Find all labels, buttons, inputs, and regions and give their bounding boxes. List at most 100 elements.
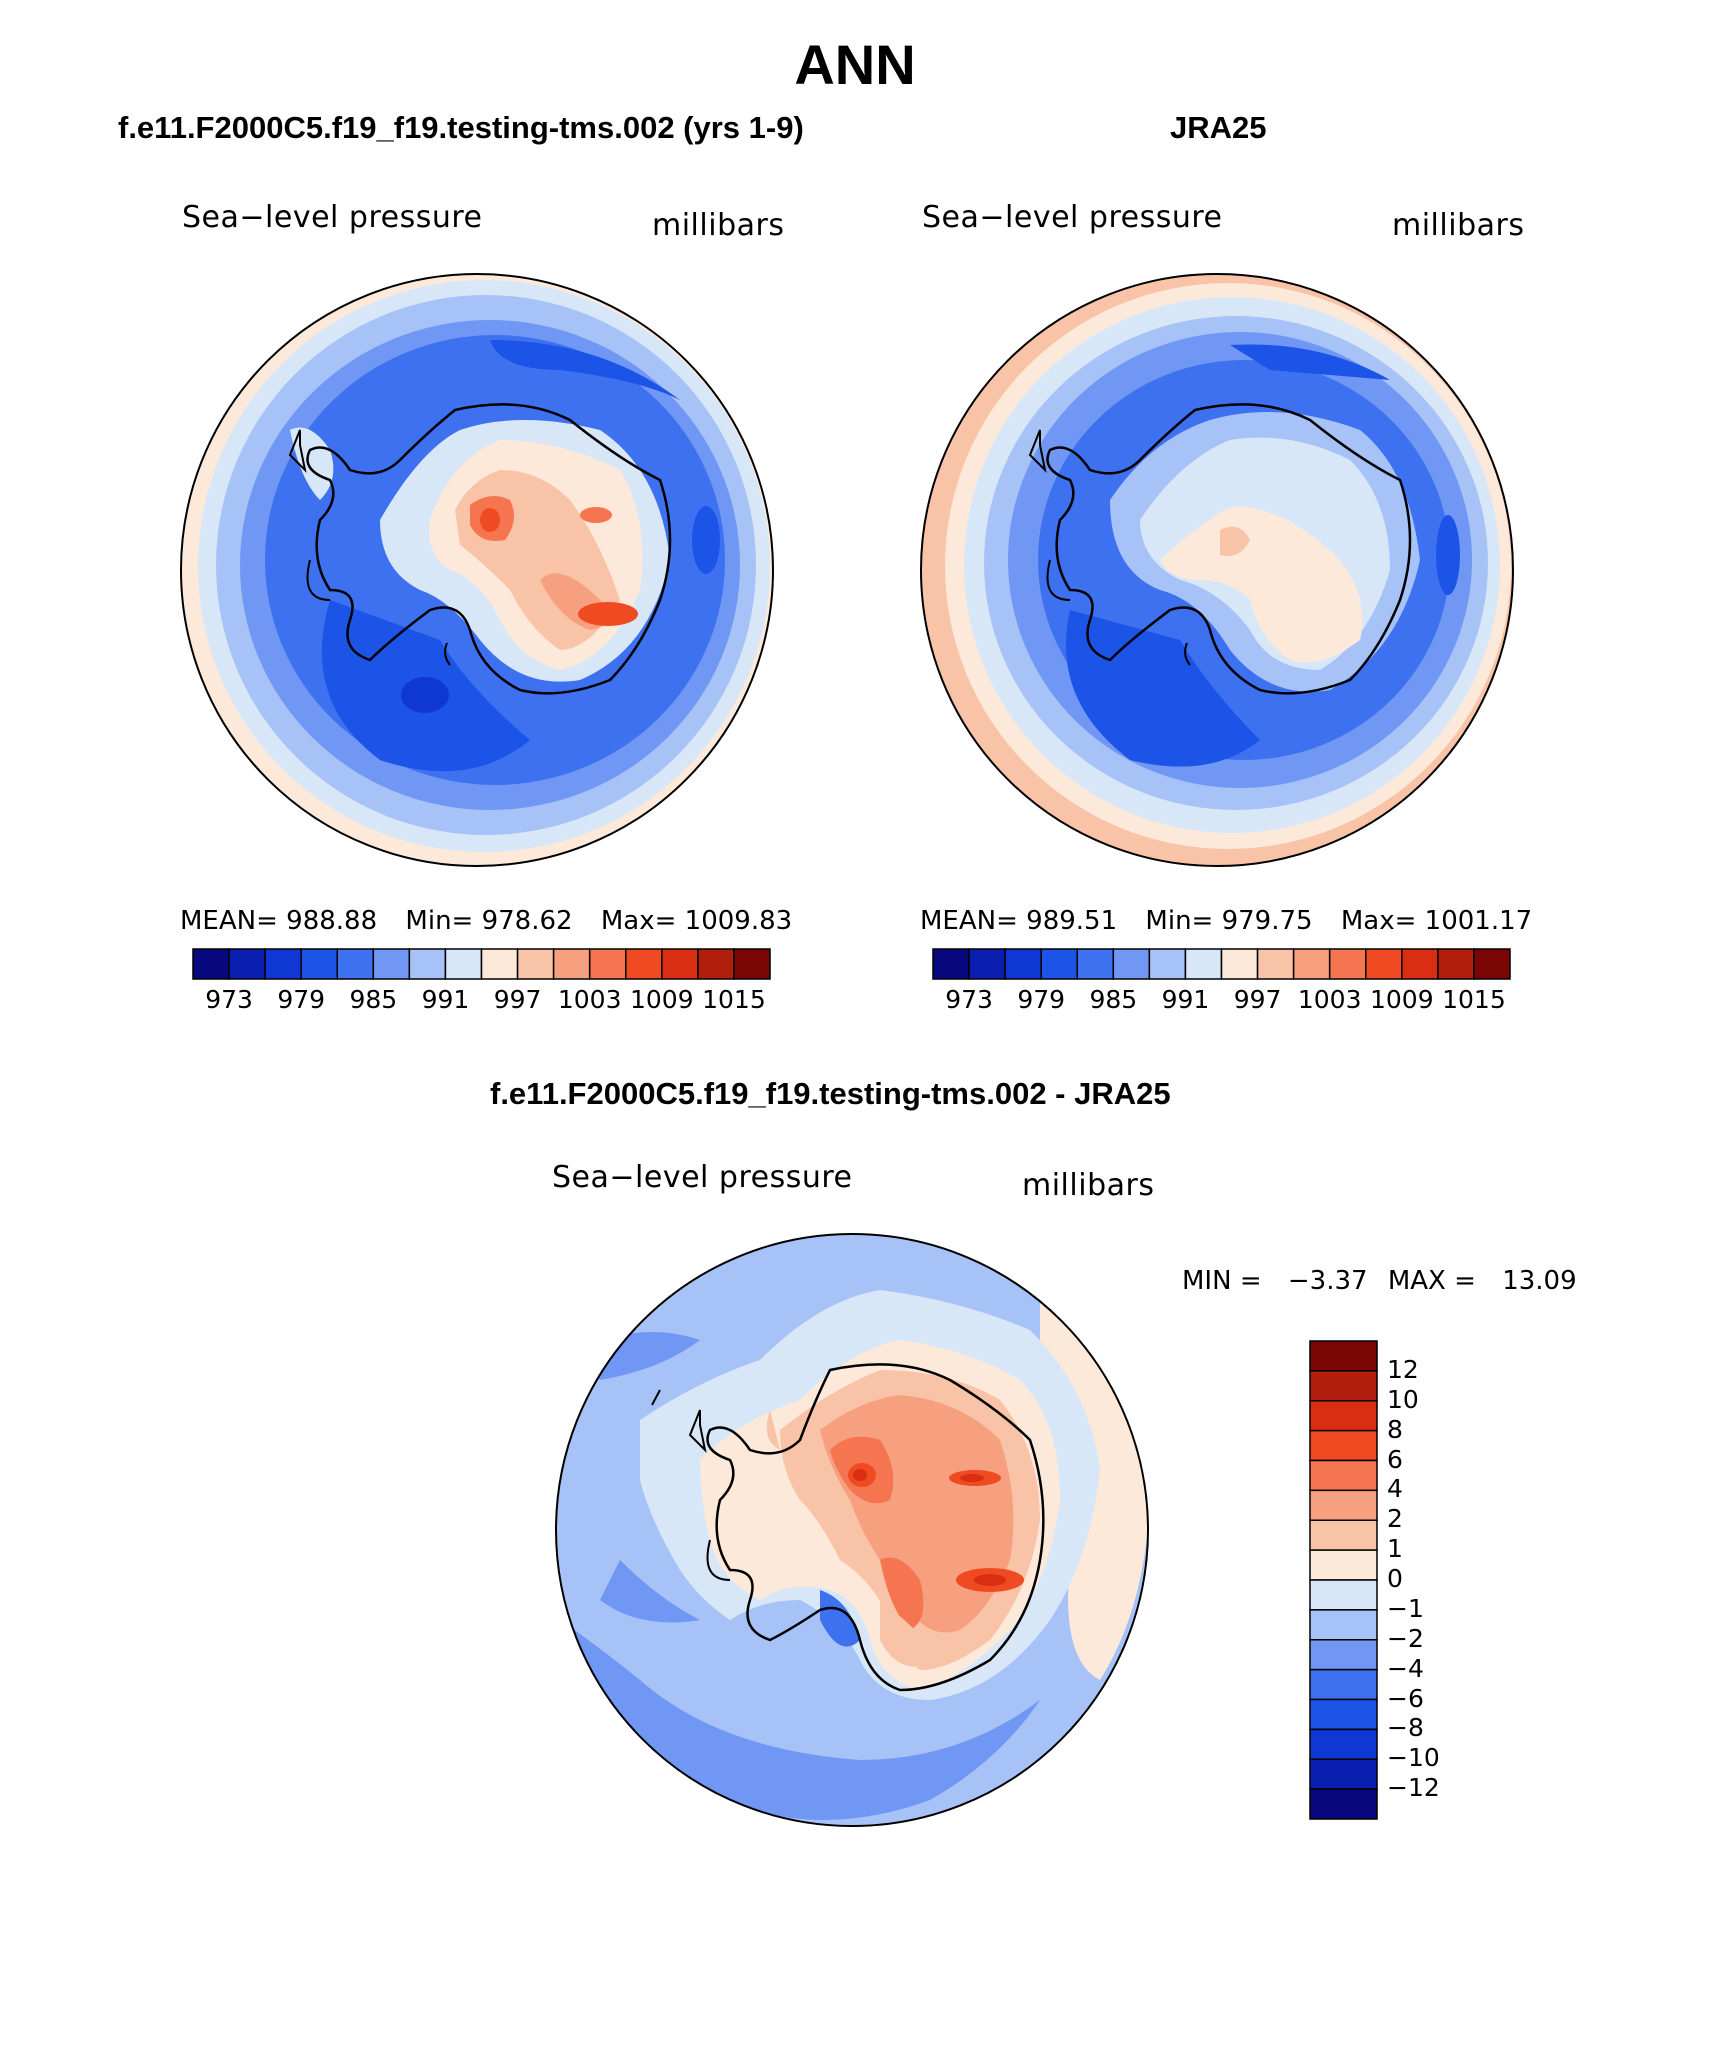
- panel1-colorbar-swatch: [588, 948, 627, 980]
- panel1-map: [180, 273, 774, 867]
- panel1-colorbar-tick-label: 1003: [557, 985, 622, 1014]
- panel2-colorbar-tick-label: 1003: [1297, 985, 1362, 1014]
- diff-colorbar-swatch: [1309, 1370, 1378, 1402]
- panel1-min-value: 978.62: [481, 906, 573, 936]
- panel2-colorbar-swatch: [1256, 948, 1295, 980]
- diff-colorbar-swatch: [1309, 1698, 1378, 1731]
- diff-colorbar-tick-label: 1: [1387, 1534, 1403, 1564]
- panel1-mean-value: 988.88: [286, 906, 378, 936]
- diff-colorbar: [1309, 1340, 1378, 1820]
- panel2-mean-value: 989.51: [1026, 906, 1118, 936]
- diff-colorbar-tick-label: 12: [1387, 1354, 1419, 1384]
- panel2-max-label: Max=: [1340, 906, 1417, 936]
- diff-max-label: MAX =: [1387, 1266, 1476, 1296]
- diff-units-label: millibars: [1022, 1168, 1155, 1203]
- diff-colorbar-swatch: [1309, 1489, 1378, 1521]
- panel2-colorbar-swatch: [1004, 948, 1042, 980]
- panel2-colorbar-swatch: [1220, 948, 1259, 980]
- panel1-max-label: Max=: [600, 906, 677, 936]
- panel2-colorbar-swatch: [968, 948, 1006, 980]
- panel2-colorbar-tick-label: 1015: [1442, 985, 1506, 1014]
- panel1-colorbar-swatch: [444, 948, 483, 980]
- panel1-max-value: 1009.83: [684, 906, 793, 936]
- diff-colorbar-tick-label: −2: [1387, 1623, 1424, 1653]
- panel2-colorbar-tick-label: 979: [1017, 985, 1066, 1014]
- diff-colorbar-tick-label: 4: [1387, 1474, 1403, 1504]
- panel1-colorbar: [192, 948, 771, 980]
- panel1-colorbar-tick-label: 991: [421, 985, 470, 1014]
- panel2-max-value: 1001.17: [1424, 906, 1533, 936]
- panel1-colorbar-swatch: [733, 948, 771, 980]
- diff-colorbar-tick-label: 2: [1387, 1504, 1403, 1534]
- panel1-colorbar-swatch: [480, 948, 519, 980]
- panel2-colorbar-tick-label: 1009: [1370, 985, 1434, 1014]
- diff-colorbar-swatch: [1309, 1579, 1378, 1611]
- diff-colorbar-swatch: [1309, 1459, 1378, 1492]
- panel1-colorbar-swatch: [516, 948, 555, 980]
- panel1-colorbar-swatch: [661, 948, 699, 980]
- panel1-colorbar-swatch: [372, 948, 411, 980]
- diff-colorbar-tick-label: −12: [1387, 1773, 1440, 1803]
- panel2-colorbar-swatch: [932, 948, 970, 980]
- panel2-map: [920, 273, 1514, 867]
- panel2-min-label: Min=: [1145, 906, 1214, 936]
- panel1-stats: MEAN= 988.88 Min= 978.62 Max= 1009.83: [180, 906, 792, 936]
- diff-max-value: 13.09: [1502, 1266, 1577, 1296]
- panel2-colorbar-swatch: [1112, 948, 1151, 980]
- panel1-colorbar-tick-label: 997: [493, 985, 542, 1014]
- diff-colorbar-swatch: [1309, 1429, 1378, 1462]
- panel2-colorbar-swatch: [1437, 948, 1475, 980]
- panel2-colorbar-swatch: [1184, 948, 1223, 980]
- panel1-case-title: f.e11.F2000C5.f19_f19.testing-tms.002 (y…: [118, 110, 804, 145]
- panel1-colorbar-swatch: [625, 948, 663, 980]
- panel2-stats: MEAN= 989.51 Min= 979.75 Max= 1001.17: [920, 906, 1532, 936]
- diff-colorbar-tick-label: −4: [1387, 1653, 1424, 1683]
- panel1-colorbar-tick-label: 985: [349, 985, 398, 1014]
- panel1-colorbar-swatch: [228, 948, 266, 980]
- panel2-colorbar-swatch: [1076, 948, 1115, 980]
- diff-colorbar-swatch: [1309, 1788, 1378, 1820]
- diff-map: [555, 1233, 1149, 1827]
- diff-colorbar-tick-label: 8: [1387, 1414, 1403, 1444]
- panel2-colorbar-swatch: [1148, 948, 1187, 980]
- diff-colorbar-tick-label: 10: [1387, 1384, 1419, 1414]
- panel1-mean-label: MEAN=: [180, 906, 278, 936]
- diff-colorbar-swatch: [1309, 1400, 1378, 1432]
- diff-case-title: f.e11.F2000C5.f19_f19.testing-tms.002 - …: [490, 1076, 1171, 1111]
- panel2-variable-label: Sea−level pressure: [922, 200, 1223, 235]
- panel2-colorbar-tick-label: 991: [1161, 985, 1210, 1014]
- panel2-mean-label: MEAN=: [920, 906, 1018, 936]
- panel2-colorbar-swatch: [1401, 948, 1439, 980]
- diff-colorbar-swatch: [1309, 1340, 1378, 1372]
- panel1-units-label: millibars: [652, 208, 785, 243]
- panel1-colorbar-swatch: [697, 948, 735, 980]
- panel1-variable-label: Sea−level pressure: [182, 200, 483, 235]
- diff-min-value: −3.37: [1287, 1266, 1368, 1296]
- panel1-colorbar-swatch: [264, 948, 302, 980]
- panel2-colorbar-tick-label: 997: [1233, 985, 1282, 1014]
- panel1-colorbar-swatch: [300, 948, 338, 980]
- diff-colorbar-tick-label: −6: [1387, 1683, 1424, 1713]
- panel2-colorbar-swatch: [1292, 948, 1331, 980]
- diff-colorbar-swatch: [1309, 1639, 1378, 1671]
- diff-colorbar-tick-label: −8: [1387, 1713, 1424, 1743]
- panel2-colorbar: [932, 948, 1511, 980]
- panel1-colorbar-swatch: [192, 948, 230, 980]
- diff-colorbar-tick-label: −10: [1387, 1743, 1440, 1773]
- diff-colorbar-tick-label: 0: [1387, 1564, 1403, 1593]
- figure-title: ANN: [794, 33, 916, 96]
- diff-colorbar-swatch: [1309, 1549, 1378, 1581]
- diff-colorbar-tick-label: −1: [1387, 1593, 1424, 1623]
- panel2-colorbar-swatch: [1328, 948, 1367, 980]
- panel1-min-label: Min=: [405, 906, 474, 936]
- panel1-colorbar-swatch: [552, 948, 591, 980]
- panel2-colorbar-tick-label: 985: [1089, 985, 1138, 1014]
- diff-colorbar-swatch: [1309, 1609, 1378, 1641]
- panel2-colorbar-tick-label: 973: [945, 985, 993, 1014]
- panel2-case-title: JRA25: [1170, 110, 1267, 145]
- diff-colorbar-swatch: [1309, 1519, 1378, 1551]
- panel2-colorbar-swatch: [1365, 948, 1403, 980]
- panel1-colorbar-swatch: [408, 948, 447, 980]
- diff-variable-label: Sea−level pressure: [552, 1160, 853, 1195]
- panel2-colorbar-swatch: [1040, 948, 1078, 980]
